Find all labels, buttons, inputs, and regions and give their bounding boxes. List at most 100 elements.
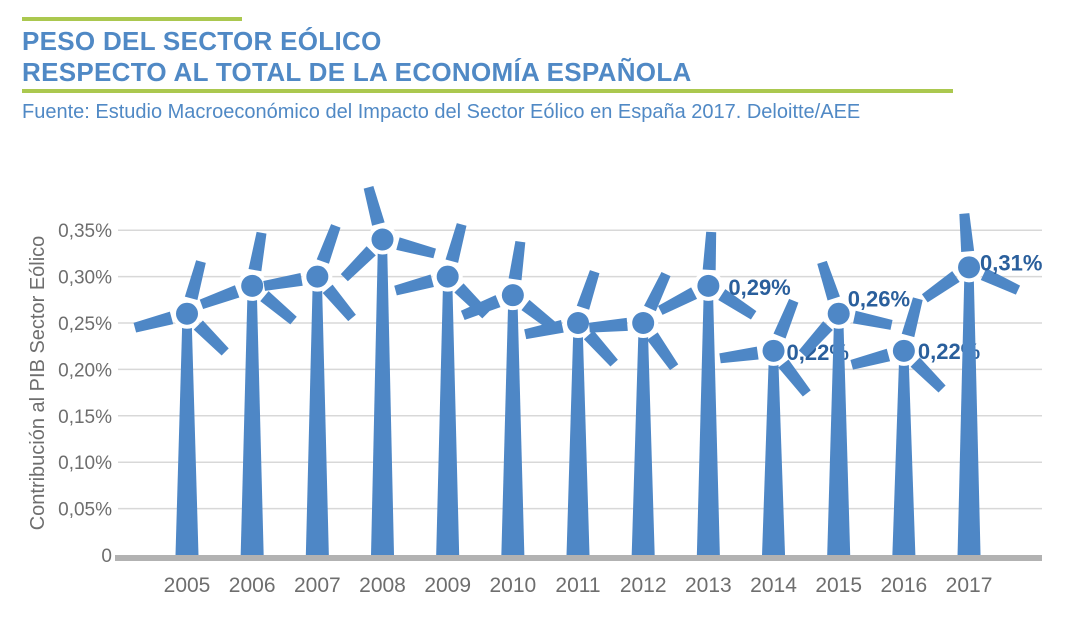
turbine-tower [827,313,851,555]
turbine-blade [773,298,799,339]
turbine-blade [583,330,618,367]
turbine-bar-2005 [133,260,229,555]
turbine-hub [762,339,785,362]
turbine-hub [176,302,198,325]
turbine-blade [193,320,229,356]
y-tick-label: 0,25% [58,314,112,335]
turbine-blade [316,224,341,264]
turbine-blade [133,311,174,333]
turbine-blade [718,289,757,320]
turbine-blade [508,240,526,281]
turbine-blade [394,274,434,296]
accent-line-top [22,17,242,21]
turbine-tower [696,285,720,555]
turbine-blade [980,268,1021,295]
y-tick-label: 0,30% [58,268,112,289]
y-tick-label: 0,15% [58,407,112,428]
turbine-tower [240,285,264,555]
turbine-bar-2017 [921,213,1021,555]
turbine-tower [436,276,460,555]
turbine-blade [396,237,436,259]
page-title: PESO DEL SECTOR EÓLICO RESPECTO AL TOTAL… [22,26,692,88]
turbine-tower [566,323,590,555]
turbine-blade [199,285,240,310]
turbine-tower [957,267,981,555]
x-tick-label-2007: 2007 [294,574,341,597]
value-label-2017: 0,31% [980,250,1042,275]
turbine-hub [371,228,394,251]
turbine-blade [260,291,297,325]
turbine-bar-2016 [850,297,946,555]
value-label-2015: 0,26% [848,287,910,312]
x-axis-line [115,555,1042,561]
y-axis-label: Contribución al PIB Sector Eólico [27,236,49,531]
turbine-hub [697,274,720,297]
x-tick-label-2015: 2015 [815,574,862,597]
turbine-blade [852,310,893,330]
turbine-hub [436,265,459,288]
turbine-blade [263,272,303,291]
turbine-blade [959,213,975,252]
x-tick-label-2006: 2006 [229,574,276,597]
turbine-hub [501,284,524,307]
turbine-hub [241,274,264,297]
turbine-bar-2007 [263,224,356,555]
turbine-bar-2013 [657,231,757,555]
x-tick-label-2013: 2013 [685,574,732,597]
turbine-tower [371,239,395,556]
turbine-blade [901,297,923,338]
value-label-2013: 0,29% [728,275,790,300]
x-tick-label-2008: 2008 [359,574,406,597]
x-tick-label-2012: 2012 [620,574,667,597]
x-tick-label-2010: 2010 [489,574,536,597]
turbine-blade [445,223,467,263]
turbine-blade [524,319,564,340]
turbine-tower [501,295,525,555]
turbine-blade [921,271,960,303]
turbine-hub [827,302,850,325]
x-tick-label-2011: 2011 [555,574,600,597]
turbine-blade [576,270,600,310]
accent-line-under-title [22,89,953,93]
turbine-hub [958,256,981,279]
x-tick-label-2017: 2017 [946,574,993,597]
turbine-hub [306,265,329,288]
turbine-tower [631,323,655,555]
turbine-tower [175,313,199,555]
turbine-bar-2014 [719,298,811,555]
turbine-tower [762,350,786,555]
turbine-blade [778,359,811,397]
turbine-bar-2008 [340,186,436,556]
turbine-bar-2010 [460,240,559,555]
turbine-bar-2006 [199,231,297,555]
turbine-tower [305,276,329,555]
y-tick-label: 0 [101,546,112,567]
source-citation: Fuente: Estudio Macroeconómico del Impac… [22,101,861,123]
turbine-tower [892,350,916,555]
y-tick-label: 0,10% [58,453,112,474]
turbine-blade [817,260,840,301]
x-tick-label-2009: 2009 [424,574,471,597]
turbine-bar-2009 [394,223,490,555]
turbine-blade [340,246,376,282]
turbine-blade [184,260,206,300]
turbine-blade [363,186,385,226]
turbine-blade [850,348,891,370]
turbine-bar-2012 [588,271,679,555]
turbine-hub [632,312,655,334]
y-tick-label: 0,35% [58,221,112,242]
turbine-blade [702,231,717,271]
turbine-bar-2011 [524,270,618,555]
page-title-line2: RESPECTO AL TOTAL DE LA ECONOMÍA ESPAÑOL… [22,57,692,87]
page-title-line1: PESO DEL SECTOR EÓLICO [22,26,382,56]
turbine-bar-2015 [798,260,893,555]
turbine-blade [644,271,671,312]
turbine-blade [910,357,946,393]
turbine-blade [248,231,267,272]
turbine-blade [798,321,833,358]
turbine-blade [322,284,356,322]
x-tick-label-2005: 2005 [164,574,211,597]
turbine-blade [647,332,679,371]
y-tick-label: 0,20% [58,360,112,381]
